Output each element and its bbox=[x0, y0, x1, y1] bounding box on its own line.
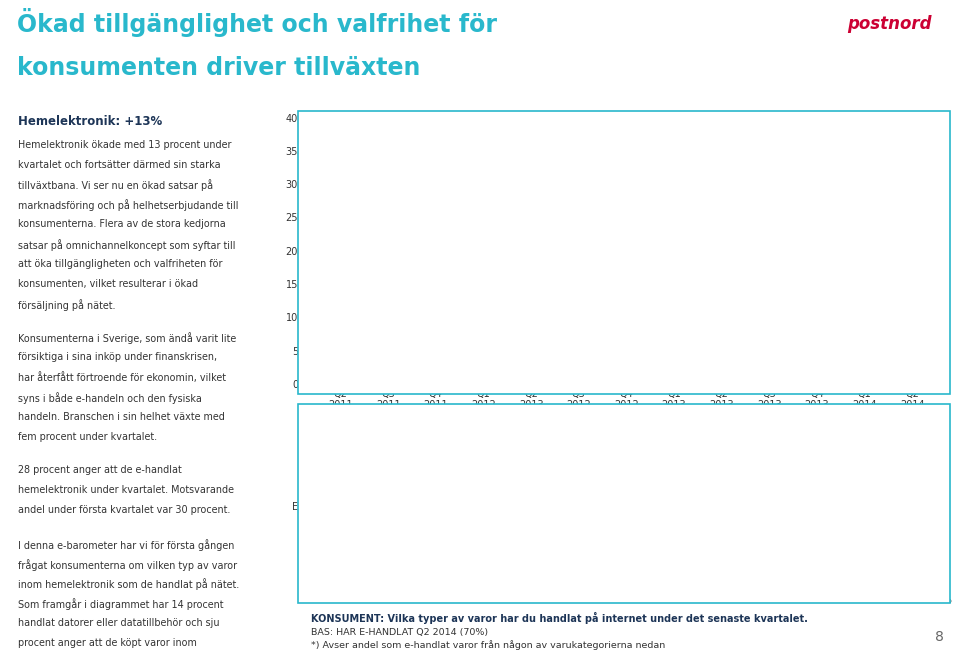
Text: 4%: 4% bbox=[521, 483, 538, 493]
Text: 28%: 28% bbox=[913, 428, 936, 438]
Text: 8%: 8% bbox=[761, 318, 777, 328]
Bar bbox=[451, 465, 565, 474]
Text: Hemelektronik*: Hemelektronik* bbox=[368, 428, 444, 438]
Text: Ökad tillgänglighet och valfrihet för: Ökad tillgänglighet och valfrihet för bbox=[17, 8, 497, 37]
Text: 8%: 8% bbox=[333, 318, 348, 328]
Text: 14%: 14% bbox=[684, 446, 708, 456]
Text: 8: 8 bbox=[935, 629, 944, 644]
Text: 14%: 14% bbox=[425, 278, 446, 288]
Text: 17%: 17% bbox=[615, 258, 637, 268]
Bar bbox=[451, 428, 908, 437]
Bar bbox=[451, 576, 468, 585]
Bar bbox=[754, 330, 784, 384]
Text: 3%: 3% bbox=[505, 539, 521, 549]
Text: tillväxtbana. Vi ser nu en ökad satsar på: tillväxtbana. Vi ser nu en ökad satsar p… bbox=[17, 180, 213, 191]
Text: Vitvaror: Vitvaror bbox=[405, 575, 444, 585]
Bar bbox=[451, 502, 516, 511]
Text: 1%: 1% bbox=[472, 575, 489, 585]
Text: försäljning på nätet.: försäljning på nätet. bbox=[17, 299, 115, 311]
Text: marknadsföring och på helhetserbjudande till: marknadsföring och på helhetserbjudande … bbox=[17, 199, 238, 212]
Text: Konsumenterna i Sverige, som ändå varit lite: Konsumenterna i Sverige, som ändå varit … bbox=[17, 332, 236, 344]
Text: konsumenterna. Flera av de stora kedjorna: konsumenterna. Flera av de stora kedjorn… bbox=[17, 219, 226, 229]
Text: Hemelektronik ökade med 13 procent under: Hemelektronik ökade med 13 procent under bbox=[17, 140, 231, 150]
Text: Datorer och datatillbehör: Datorer och datatillbehör bbox=[321, 446, 444, 456]
Text: postnord: postnord bbox=[847, 15, 931, 33]
Text: BAS: HAR E-HANDLAT Q2 2014 (70%): BAS: HAR E-HANDLAT Q2 2014 (70%) bbox=[311, 628, 488, 637]
Text: 1%: 1% bbox=[472, 557, 489, 567]
Text: 11%: 11% bbox=[520, 298, 541, 308]
Text: 3%: 3% bbox=[505, 520, 521, 530]
Bar bbox=[564, 297, 594, 384]
Text: Som framgår i diagrammet har 14 procent: Som framgår i diagrammet har 14 procent bbox=[17, 598, 223, 611]
Text: KONSUMENT: Vilka typer av varor har du handlat på internet under det senaste kva: KONSUMENT: Vilka typer av varor har du h… bbox=[311, 612, 807, 624]
Bar bbox=[468, 297, 499, 384]
Text: 7%: 7% bbox=[570, 464, 587, 474]
Bar bbox=[451, 520, 500, 530]
Text: syns i både e-handeln och den fysiska: syns i både e-handeln och den fysiska bbox=[17, 392, 202, 404]
Text: försiktiga i sina inköp under finanskrisen,: försiktiga i sina inköp under finanskris… bbox=[17, 352, 217, 362]
Text: 13%: 13% bbox=[901, 285, 923, 295]
Text: konsumenten, vilket resulterar i ökad: konsumenten, vilket resulterar i ökad bbox=[17, 279, 198, 289]
Text: har återfått förtroende för ekonomin, vilket: har återfått förtroende för ekonomin, vi… bbox=[17, 372, 226, 383]
Text: satsar på omnichannelkoncept som syftar till: satsar på omnichannelkoncept som syftar … bbox=[17, 239, 235, 251]
Text: handeln. Branschen i sin helhet växte med: handeln. Branschen i sin helhet växte me… bbox=[17, 412, 225, 422]
Bar bbox=[451, 446, 680, 456]
Text: 13%: 13% bbox=[568, 285, 589, 295]
Text: andel under första kvartalet var 30 procent.: andel under första kvartalet var 30 proc… bbox=[17, 505, 230, 515]
Text: fem procent under kvartalet.: fem procent under kvartalet. bbox=[17, 432, 156, 441]
Bar bbox=[372, 297, 404, 384]
Bar bbox=[611, 271, 642, 384]
Text: procent anger att de köpt varor inom: procent anger att de köpt varor inom bbox=[17, 638, 197, 648]
Text: Elektroniska hushållsapparater: Elektroniska hushållsapparater bbox=[292, 500, 444, 513]
Bar bbox=[707, 244, 737, 384]
Text: Personvård och hälsa: Personvård och hälsa bbox=[339, 520, 444, 530]
Text: 4%: 4% bbox=[521, 502, 538, 511]
Text: Ljud och bild: Ljud och bild bbox=[381, 483, 444, 493]
Bar bbox=[659, 251, 689, 384]
Text: 13%: 13% bbox=[377, 285, 399, 295]
Bar bbox=[451, 483, 516, 492]
Text: Spelkonsoler: Spelkonsoler bbox=[381, 557, 444, 567]
Text: 16%: 16% bbox=[853, 264, 876, 275]
Text: *) Avser andel som e-handlat varor från någon av varukategorierna nedan: *) Avser andel som e-handlat varor från … bbox=[311, 641, 665, 650]
Bar bbox=[451, 539, 500, 548]
Text: Kamera, videokamera: Kamera, videokamera bbox=[336, 539, 444, 549]
Text: Hemelektronik: +13%: Hemelektronik: +13% bbox=[17, 115, 162, 128]
Text: 28 procent anger att de e-handlat: 28 procent anger att de e-handlat bbox=[17, 466, 181, 475]
Bar bbox=[516, 311, 546, 384]
Text: 13%: 13% bbox=[473, 285, 494, 295]
Bar bbox=[897, 297, 927, 384]
Text: Mobil, tele, gps: Mobil, tele, gps bbox=[369, 464, 444, 474]
Bar bbox=[325, 330, 356, 384]
Text: I denna e-barometer har vi för första gången: I denna e-barometer har vi för första gå… bbox=[17, 539, 234, 550]
Text: 21%: 21% bbox=[711, 231, 732, 242]
Text: att öka tillgängligheten och valfriheten för: att öka tillgängligheten och valfriheten… bbox=[17, 259, 222, 269]
Text: frågat konsumenterna om vilken typ av varor: frågat konsumenterna om vilken typ av va… bbox=[17, 559, 237, 571]
Bar bbox=[451, 557, 468, 567]
Text: kvartalet och fortsätter därmed sin starka: kvartalet och fortsätter därmed sin star… bbox=[17, 160, 220, 170]
Text: 12%: 12% bbox=[806, 291, 828, 302]
Bar bbox=[420, 291, 451, 384]
Text: inom hemelektronik som de handlat på nätet.: inom hemelektronik som de handlat på nät… bbox=[17, 579, 239, 590]
Text: handlat datorer eller datatillbehör och sju: handlat datorer eller datatillbehör och … bbox=[17, 618, 219, 628]
Bar bbox=[849, 278, 880, 384]
Text: hemelektronik under kvartalet. Motsvarande: hemelektronik under kvartalet. Motsvaran… bbox=[17, 485, 233, 495]
Text: 20%: 20% bbox=[663, 238, 684, 248]
Text: konsumenten driver tillväxten: konsumenten driver tillväxten bbox=[17, 56, 420, 80]
Bar bbox=[802, 304, 832, 384]
